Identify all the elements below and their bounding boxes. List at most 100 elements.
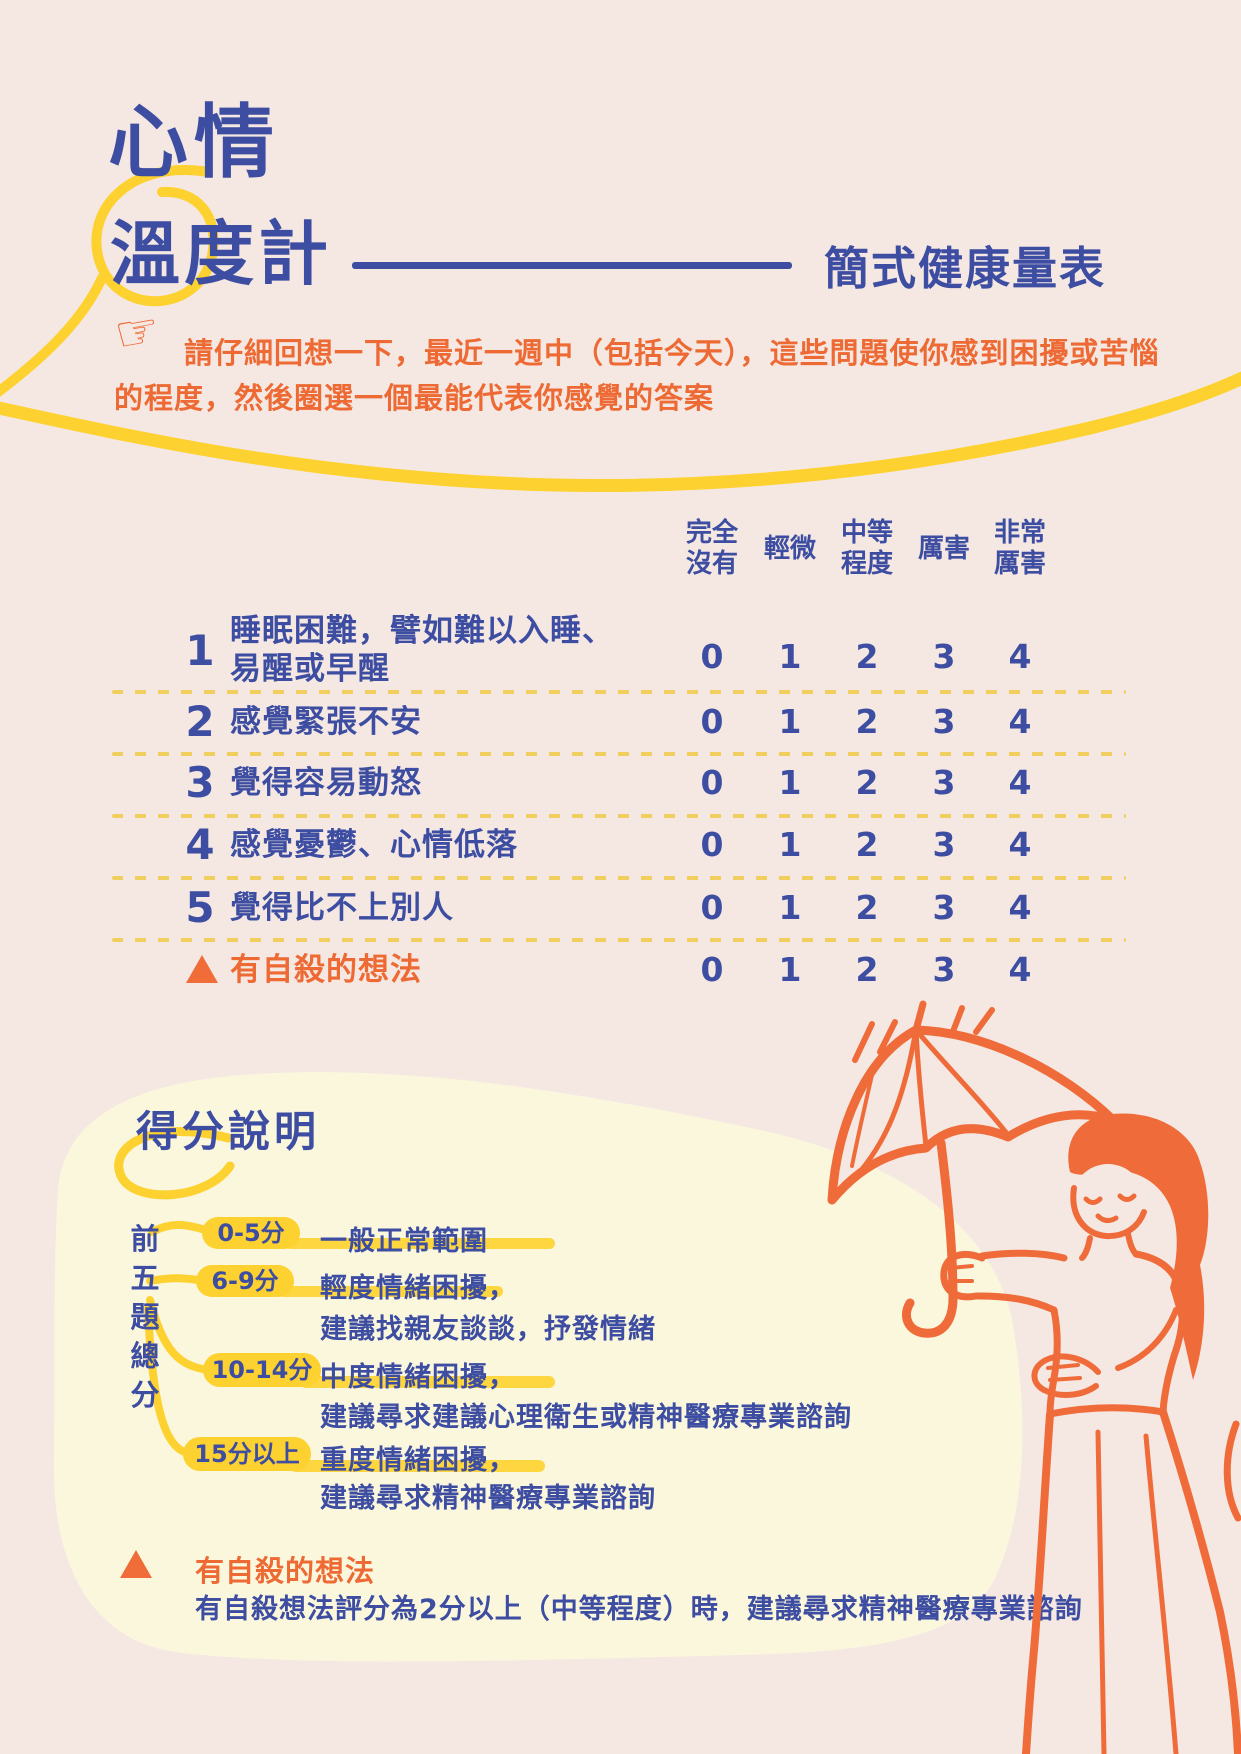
skirt-fold bbox=[1095, 1429, 1107, 1754]
umbrella-panel-line bbox=[850, 1073, 874, 1168]
hand-finger-lines bbox=[1046, 1363, 1082, 1382]
row-divider bbox=[112, 938, 1126, 942]
rating-option[interactable]: 2 bbox=[855, 702, 879, 741]
sleeve-top bbox=[978, 1249, 1068, 1262]
rating-option[interactable]: 3 bbox=[932, 637, 956, 676]
rating-option[interactable]: 3 bbox=[932, 950, 956, 989]
question-text: 感覺憂鬱、心情低落 bbox=[230, 827, 518, 863]
warning-triangle-icon bbox=[120, 1550, 152, 1578]
rating-option[interactable]: 3 bbox=[932, 825, 956, 864]
score-range-desc: 建議找親友談談，抒發情緒 bbox=[320, 1314, 656, 1345]
rating-option[interactable]: 0 bbox=[700, 888, 724, 927]
page-title-line2: 溫度計 bbox=[110, 213, 332, 295]
rating-option[interactable]: 2 bbox=[855, 888, 879, 927]
rating-option[interactable]: 4 bbox=[1008, 888, 1032, 927]
rating-option[interactable]: 2 bbox=[855, 763, 879, 802]
column-header-severe: 厲害 bbox=[917, 534, 970, 564]
rating-option[interactable]: 2 bbox=[855, 950, 879, 989]
closed-eye bbox=[1083, 1196, 1103, 1205]
rating-option[interactable]: 0 bbox=[700, 763, 724, 802]
edge-swish bbox=[1223, 1420, 1241, 1522]
rating-option[interactable]: 4 bbox=[1008, 763, 1032, 802]
sparkle-accent bbox=[852, 1019, 898, 1063]
rating-option[interactable]: 0 bbox=[700, 950, 724, 989]
skirt-right-hem bbox=[1159, 1408, 1241, 1754]
rating-option[interactable]: 2 bbox=[855, 825, 879, 864]
score-range-pill: 10-14分 bbox=[203, 1353, 321, 1387]
scoring-heading: 得分說明 bbox=[136, 1107, 321, 1156]
question-text: 覺得比不上別人 bbox=[230, 890, 454, 926]
intro-line2: 的程度，然後圈選一個最能代表你感覺的答案 bbox=[114, 381, 715, 415]
rating-option[interactable]: 1 bbox=[778, 825, 802, 864]
highlight-tail bbox=[300, 1376, 555, 1388]
hair-shape bbox=[1068, 1113, 1209, 1380]
row-divider bbox=[112, 752, 1126, 756]
column-header-very-severe: 非常 厲害 bbox=[993, 518, 1046, 579]
question-text: 覺得容易動怒 bbox=[230, 765, 422, 801]
rating-option[interactable]: 2 bbox=[855, 637, 879, 676]
rating-option[interactable]: 1 bbox=[778, 637, 802, 676]
score-range-pill: 0-5分 bbox=[202, 1217, 300, 1249]
yellow-loop-tail bbox=[0, 273, 107, 397]
highlight-tail bbox=[285, 1238, 555, 1249]
highlight-tail bbox=[290, 1460, 545, 1472]
column-header-mild: 輕微 bbox=[763, 534, 816, 564]
row-divider bbox=[112, 876, 1126, 880]
umbrella-rib bbox=[833, 1027, 919, 1199]
question-number: 1 bbox=[185, 626, 215, 675]
question-number: 5 bbox=[185, 883, 215, 932]
group-label-char: 五 bbox=[130, 1261, 160, 1295]
pointing-hand-icon: ☞ bbox=[110, 299, 165, 365]
rating-option[interactable]: 3 bbox=[932, 702, 956, 741]
score-range-desc: 建議尋求建議心理衛生或精神醫療專業諮詢 bbox=[320, 1402, 852, 1433]
score-range-pill: 15分以上 bbox=[183, 1437, 311, 1471]
umbrella-tip bbox=[912, 1000, 927, 1034]
smile bbox=[1095, 1213, 1119, 1224]
skirt-left-hem bbox=[1022, 1410, 1054, 1754]
group-label-char: 總 bbox=[130, 1339, 160, 1373]
question-text: 睡眠困難，譬如難以入睡、 易醒或早醒 bbox=[230, 613, 614, 687]
hand-finger-lines bbox=[948, 1264, 974, 1283]
umbrella-canopy bbox=[827, 1025, 1118, 1205]
skirt-fold bbox=[1143, 1433, 1179, 1754]
umbrella-rib bbox=[913, 1027, 1011, 1138]
rating-option[interactable]: 4 bbox=[1008, 950, 1032, 989]
question-number: 3 bbox=[185, 758, 215, 807]
waist-line bbox=[1046, 1404, 1167, 1418]
group-label-char: 題 bbox=[130, 1300, 160, 1334]
highlight-tail bbox=[278, 1286, 503, 1297]
rating-option[interactable]: 1 bbox=[778, 950, 802, 989]
question-text-suicide: 有自殺的想法 bbox=[230, 952, 422, 988]
rating-option[interactable]: 4 bbox=[1008, 825, 1032, 864]
score-range-pill: 6-9分 bbox=[196, 1265, 294, 1297]
suicide-note-label: 有自殺的想法 bbox=[195, 1554, 376, 1588]
torso-left bbox=[1046, 1306, 1061, 1418]
belly-hand bbox=[1031, 1353, 1101, 1398]
rating-option[interactable]: 1 bbox=[778, 888, 802, 927]
group-label-char: 前 bbox=[130, 1222, 160, 1256]
rating-option[interactable]: 1 bbox=[778, 702, 802, 741]
rating-option[interactable]: 1 bbox=[778, 763, 802, 802]
question-number: 4 bbox=[185, 820, 215, 869]
score-range-desc: 建議尋求精神醫療專業諮詢 bbox=[320, 1483, 656, 1514]
page-subtitle: 簡式健康量表 bbox=[824, 242, 1107, 295]
group-label-char: 分 bbox=[130, 1378, 160, 1412]
gripping-hand bbox=[940, 1251, 986, 1301]
rating-option[interactable]: 0 bbox=[700, 825, 724, 864]
question-number: 2 bbox=[185, 697, 215, 746]
score-range-desc: 輕度情緒困擾， bbox=[320, 1273, 516, 1304]
sparkle-accent bbox=[949, 1005, 995, 1037]
suicide-note-text: 有自殺想法評分為2分以上（中等程度）時，建議尋求精神醫療專業諮詢 bbox=[195, 1594, 1083, 1625]
torso-right bbox=[1132, 1250, 1186, 1416]
rating-option[interactable]: 4 bbox=[1008, 702, 1032, 741]
rating-option[interactable]: 4 bbox=[1008, 637, 1032, 676]
rating-option[interactable]: 3 bbox=[932, 763, 956, 802]
intro-line1: 請仔細回想一下，最近一週中（包括今天），這些問題使你感到困擾或苦惱 bbox=[184, 336, 1160, 370]
rating-option[interactable]: 0 bbox=[700, 637, 724, 676]
umbrella-rib bbox=[913, 1027, 929, 1149]
forearm bbox=[1115, 1307, 1179, 1371]
score-range-desc: 中度情緒困擾， bbox=[320, 1362, 516, 1393]
rating-option[interactable]: 3 bbox=[932, 888, 956, 927]
rating-option[interactable]: 0 bbox=[700, 702, 724, 741]
